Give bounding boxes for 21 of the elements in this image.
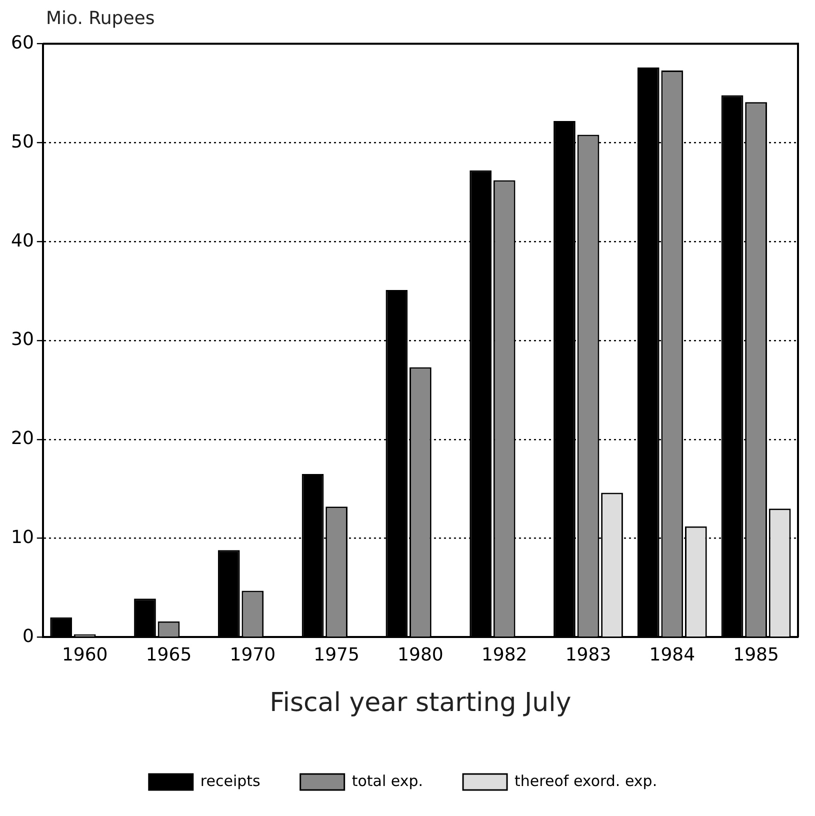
x-tick-label: 1975 — [314, 644, 360, 666]
y-tick-label: 40 — [11, 230, 34, 252]
y-tick-label: 20 — [11, 428, 34, 450]
y-tick-label: 60 — [11, 32, 34, 54]
y-tick-label: 0 — [22, 626, 34, 647]
x-tick-label: 1984 — [649, 644, 696, 666]
x-tick-label: 1970 — [230, 644, 276, 666]
x-tick-label: 1985 — [733, 644, 779, 666]
x-tick-label: 1960 — [62, 644, 108, 666]
legend-label: receipts — [200, 772, 261, 790]
x-tick-label: 1980 — [398, 644, 444, 666]
y-tick-label: 50 — [11, 131, 34, 152]
legend-label: thereof exord. exp. — [514, 772, 658, 790]
x-tick-label: 1982 — [481, 644, 528, 666]
legend-label: total exp. — [352, 772, 424, 790]
y-axis-title: Mio. Rupees — [46, 8, 156, 30]
x-axis-title: Fiscal year starting July — [270, 688, 572, 718]
y-tick-label: 30 — [11, 329, 34, 350]
y-tick-label: 10 — [11, 526, 34, 548]
x-tick-label: 1965 — [146, 644, 192, 666]
x-tick-label: 1983 — [565, 644, 612, 666]
